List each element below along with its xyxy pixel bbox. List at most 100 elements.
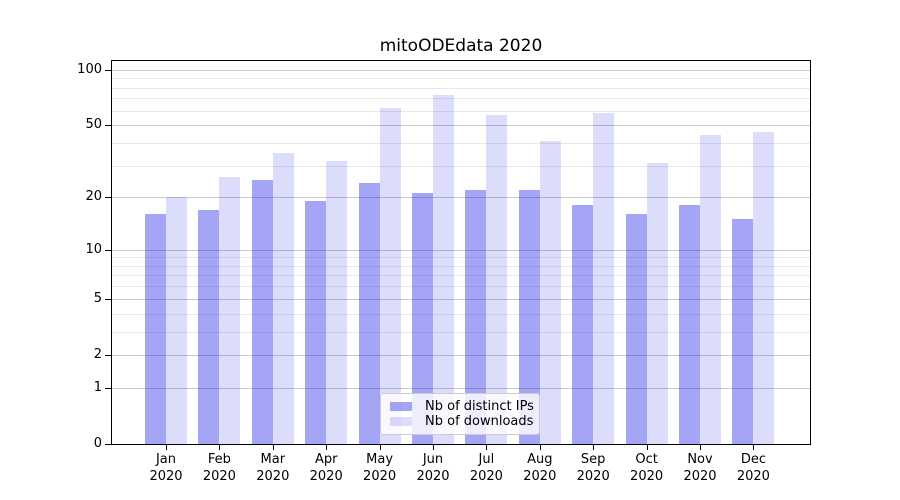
x-tick-label-year: 2020 <box>576 469 610 484</box>
chart-title: mitoODEdata 2020 <box>379 36 543 56</box>
legend-item: Nb of distinct IPs <box>390 399 534 414</box>
x-tick <box>486 445 488 450</box>
gridline-major <box>112 387 810 389</box>
x-tick-label-month: Feb <box>207 452 231 467</box>
y-tick <box>105 298 111 300</box>
y-tick-label: 20 <box>85 189 102 205</box>
bar-nb-of-downloads-may <box>379 108 401 444</box>
bar-nb-of-distinct-ips-oct <box>625 214 647 444</box>
x-tick <box>646 445 648 450</box>
y-tick <box>105 249 111 251</box>
x-tick-label-year: 2020 <box>630 469 664 484</box>
x-tick-label-year: 2020 <box>363 469 397 484</box>
x-tick-label: Mar 2020 <box>243 451 303 485</box>
gridline-minor <box>112 331 810 333</box>
gridline-minor <box>112 142 810 144</box>
x-tick-label-year: 2020 <box>309 469 343 484</box>
x-tick <box>272 445 274 450</box>
y-tick <box>105 444 111 445</box>
x-tick-label-year: 2020 <box>683 469 717 484</box>
y-tick-label: 50 <box>85 117 102 133</box>
bar-nb-of-downloads-jan <box>166 197 187 444</box>
bar-nb-of-distinct-ips-may <box>358 183 380 444</box>
x-tick-label-year: 2020 <box>469 469 503 484</box>
x-tick-label: Nov 2020 <box>670 451 730 485</box>
x-tick-label-month: Jan <box>155 452 177 467</box>
bar-nb-of-distinct-ips-jun <box>412 193 433 444</box>
x-tick-label-year: 2020 <box>523 469 557 484</box>
bar-nb-of-downloads-sep <box>593 113 615 444</box>
bar-nb-of-downloads-jun <box>433 95 454 444</box>
y-tick-label: 5 <box>93 290 102 306</box>
legend-swatch <box>390 402 412 411</box>
bar-nb-of-distinct-ips-dec <box>732 219 754 444</box>
x-tick-label: Feb 2020 <box>189 451 249 485</box>
bar-nb-of-downloads-jul <box>486 114 508 444</box>
x-tick-label-month: Mar <box>260 452 286 467</box>
gridline-minor <box>112 265 810 267</box>
legend-swatch <box>390 417 412 426</box>
gridline-major <box>112 298 810 300</box>
x-tick <box>433 445 434 450</box>
y-tick-label: 1 <box>93 379 102 395</box>
x-tick-label-month: Oct <box>635 452 658 467</box>
bar-nb-of-distinct-ips-nov <box>679 205 700 444</box>
gridline-major <box>112 125 810 127</box>
x-tick-label: Aug 2020 <box>510 451 570 485</box>
x-tick-label-year: 2020 <box>256 469 290 484</box>
x-tick <box>753 445 755 450</box>
legend-item-label: Nb of downloads <box>425 414 534 429</box>
x-tick-label: May 2020 <box>350 451 410 485</box>
legend-item-label: Nb of distinct IPs <box>425 399 534 414</box>
gridline-minor <box>112 275 810 277</box>
x-tick-label-year: 2020 <box>416 469 450 484</box>
bar-nb-of-downloads-apr <box>326 160 348 444</box>
gridline-major <box>112 69 810 71</box>
legend: Nb of distinct IPs Nb of downloads <box>380 393 540 435</box>
bar-nb-of-distinct-ips-jul <box>465 189 487 444</box>
x-tick <box>166 445 167 450</box>
bar-nb-of-downloads-aug <box>539 140 561 444</box>
y-tick <box>105 197 111 199</box>
gridline-minor <box>112 286 810 288</box>
bar-nb-of-distinct-ips-apr <box>305 201 327 444</box>
x-tick-label-year: 2020 <box>149 469 183 484</box>
bar-nb-of-distinct-ips-sep <box>572 205 594 444</box>
x-tick-label: Jun 2020 <box>403 451 463 485</box>
gridline-minor <box>112 98 810 100</box>
plot-area <box>111 60 811 445</box>
y-tick <box>105 387 111 389</box>
x-tick-label-month: Apr <box>314 452 338 467</box>
x-tick-label: Jan 2020 <box>136 451 196 485</box>
gridline-major <box>112 354 810 356</box>
gridline-minor <box>112 257 810 259</box>
x-tick-label-month: Aug <box>527 452 553 467</box>
x-tick-label-month: May <box>366 452 394 467</box>
bar-nb-of-downloads-mar <box>272 153 294 444</box>
y-tick <box>105 125 111 127</box>
x-tick <box>593 445 595 450</box>
gridline-minor <box>112 78 810 80</box>
x-tick <box>379 445 381 450</box>
x-tick <box>219 445 221 450</box>
bar-nb-of-distinct-ips-feb <box>198 209 220 444</box>
gridline-minor <box>112 87 810 89</box>
gridline-minor <box>112 165 810 167</box>
y-tick <box>105 354 111 356</box>
x-tick-label-month: Dec <box>740 452 766 467</box>
gridline-minor <box>112 313 810 315</box>
legend-item: Nb of downloads <box>390 414 534 429</box>
bar-nb-of-distinct-ips-mar <box>251 179 273 444</box>
x-tick <box>539 445 541 450</box>
gridline-minor <box>112 110 810 112</box>
gridline-major <box>112 249 810 251</box>
x-tick <box>326 445 328 450</box>
bar-nb-of-downloads-dec <box>753 131 775 444</box>
x-tick-label-month: Sep <box>580 452 606 467</box>
bar-nb-of-downloads-oct <box>646 163 668 444</box>
bar-nb-of-distinct-ips-jan <box>145 214 166 444</box>
y-tick-label: 2 <box>93 346 102 362</box>
x-tick-label: Oct 2020 <box>617 451 677 485</box>
y-tick-label: 0 <box>93 436 102 451</box>
